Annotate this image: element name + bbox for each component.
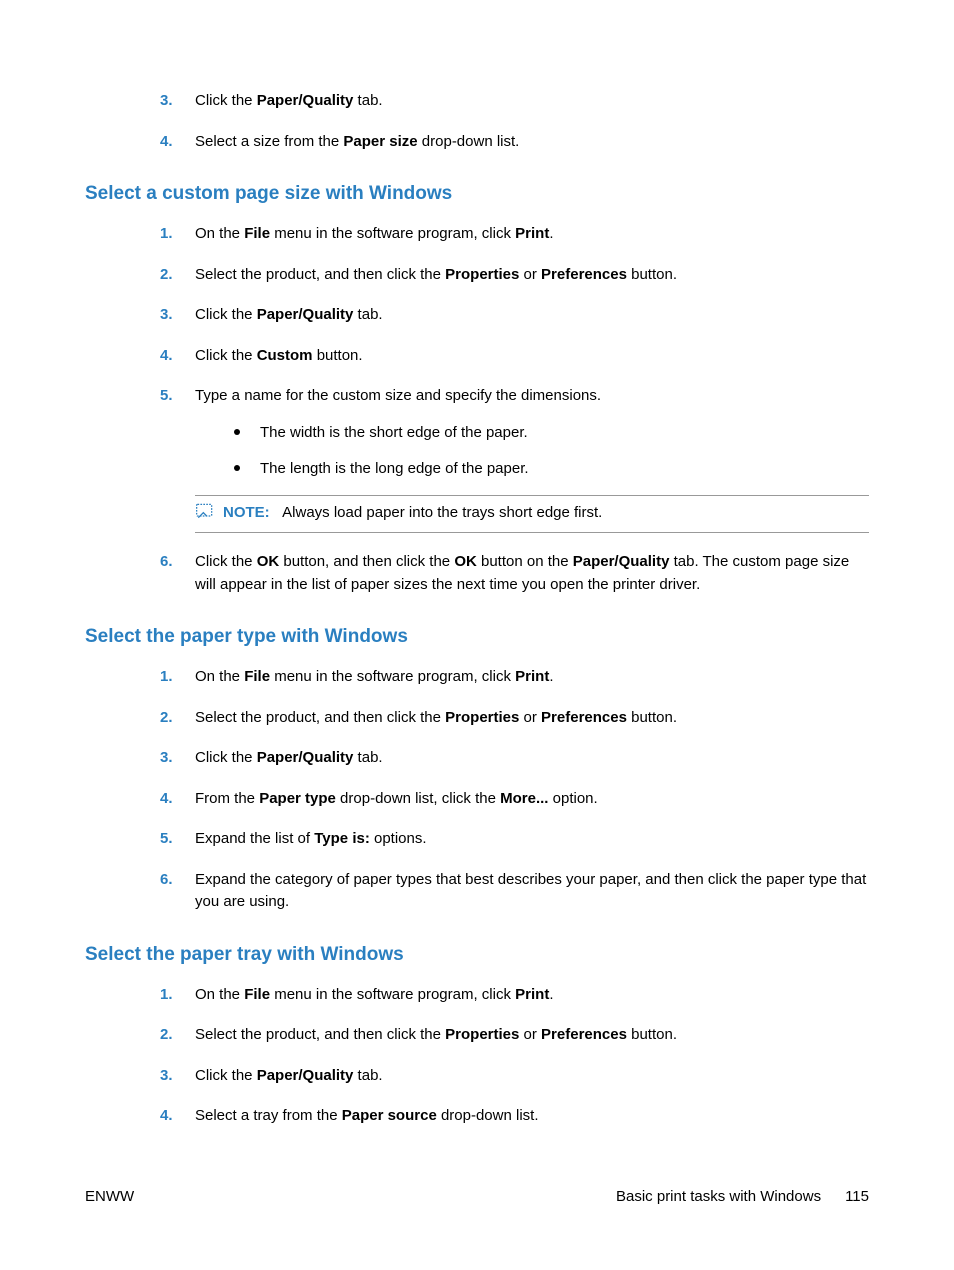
step-text: Type a name for the custom size and spec… <box>195 387 601 404</box>
step-list: 1. On the File menu in the software progr… <box>85 666 869 914</box>
bold-term: More... <box>500 790 548 807</box>
step-item: 4. Select a size from the Paper size drop… <box>160 131 869 154</box>
step-item: 6. Expand the category of paper types tha… <box>160 869 869 914</box>
bold-term: Properties <box>445 709 519 726</box>
bullet-item: The width is the short edge of the paper… <box>230 422 869 445</box>
step-item: 3. Click the Paper/Quality tab. <box>160 90 869 113</box>
step-number: 5. <box>160 385 173 408</box>
step-item: 5. Type a name for the custom size and sp… <box>160 385 869 533</box>
note-box: NOTE: Always load paper into the trays s… <box>195 495 869 534</box>
step-text: On the File menu in the software program… <box>195 225 554 242</box>
step-item: 2. Select the product, and then click the… <box>160 264 869 287</box>
bold-term: Preferences <box>541 266 627 283</box>
footer-page-number: 115 <box>845 1188 869 1205</box>
sections-container: Select a custom page size with Windows 1.… <box>85 183 869 1128</box>
section-heading: Select a custom page size with Windows <box>85 183 869 205</box>
step-item: 5. Expand the list of Type is: options. <box>160 828 869 851</box>
step-item: 2. Select the product, and then click the… <box>160 1024 869 1047</box>
continued-step-list: 3. Click the Paper/Quality tab. 4. Select a… <box>85 90 869 153</box>
step-number: 4. <box>160 788 173 811</box>
step-text: Click the OK button, and then click the … <box>195 553 849 593</box>
footer-left: ENWW <box>85 1188 134 1205</box>
note-icon <box>195 502 215 520</box>
section-heading: Select the paper type with Windows <box>85 626 869 648</box>
bold-term: File <box>244 668 270 685</box>
step-item: 4. Click the Custom button. <box>160 345 869 368</box>
bold-term: Type is: <box>314 830 370 847</box>
bold-term: Paper/Quality <box>257 749 354 766</box>
bold-term: Properties <box>445 266 519 283</box>
step-number: 1. <box>160 223 173 246</box>
step-text: Select the product, and then click the P… <box>195 709 677 726</box>
bold-term: Paper/Quality <box>257 1067 354 1084</box>
step-item: 4. From the Paper type drop-down list, cl… <box>160 788 869 811</box>
bold-term: Paper/Quality <box>257 306 354 323</box>
step-text: Click the Paper/Quality tab. <box>195 749 383 766</box>
bold-term: Print <box>515 986 549 1003</box>
step-number: 4. <box>160 131 173 154</box>
bold-term: Print <box>515 225 549 242</box>
step-text: From the Paper type drop-down list, clic… <box>195 790 598 807</box>
bold-term: Paper/Quality <box>257 92 354 109</box>
step-item: 3. Click the Paper/Quality tab. <box>160 1065 869 1088</box>
step-item: 1. On the File menu in the software progr… <box>160 984 869 1007</box>
step-text: Select the product, and then click the P… <box>195 1026 677 1043</box>
step-text: Select a tray from the Paper source drop… <box>195 1107 539 1124</box>
step-number: 2. <box>160 707 173 730</box>
bold-term: Paper source <box>342 1107 437 1124</box>
bold-term: Properties <box>445 1026 519 1043</box>
step-number: 1. <box>160 984 173 1007</box>
sub-bullet-list: The width is the short edge of the paper… <box>195 422 869 481</box>
step-item: 3. Click the Paper/Quality tab. <box>160 304 869 327</box>
bold-term: Preferences <box>541 709 627 726</box>
step-text: Expand the list of Type is: options. <box>195 830 427 847</box>
step-number: 3. <box>160 747 173 770</box>
bold-term: File <box>244 225 270 242</box>
step-text: Click the Custom button. <box>195 347 363 364</box>
bold-term: Paper type <box>259 790 336 807</box>
step-list: 1. On the File menu in the software progr… <box>85 223 869 596</box>
step-number: 2. <box>160 1024 173 1047</box>
page-footer: ENWW Basic print tasks with Windows 115 <box>85 1188 869 1205</box>
step-text: Select the product, and then click the P… <box>195 266 677 283</box>
footer-section-title: Basic print tasks with Windows <box>616 1188 821 1205</box>
step-item: 6. Click the OK button, and then click th… <box>160 551 869 596</box>
step-number: 1. <box>160 666 173 689</box>
note-label: NOTE: <box>223 504 270 521</box>
step-text: On the File menu in the software program… <box>195 668 554 685</box>
bold-term: Custom <box>257 347 313 364</box>
step-text: Select a size from the Paper size drop-d… <box>195 133 519 150</box>
bold-term: OK <box>454 553 477 570</box>
bold-term: Paper size <box>343 133 417 150</box>
step-item: 2. Select the product, and then click the… <box>160 707 869 730</box>
bullet-item: The length is the long edge of the paper… <box>230 458 869 481</box>
step-text: Click the Paper/Quality tab. <box>195 306 383 323</box>
step-text: Click the Paper/Quality tab. <box>195 1067 383 1084</box>
step-number: 3. <box>160 90 173 113</box>
step-list: 1. On the File menu in the software progr… <box>85 984 869 1128</box>
step-text: Click the Paper/Quality tab. <box>195 92 383 109</box>
step-item: 1. On the File menu in the software progr… <box>160 666 869 689</box>
step-number: 3. <box>160 304 173 327</box>
step-number: 6. <box>160 869 173 892</box>
bold-term: OK <box>257 553 280 570</box>
step-number: 2. <box>160 264 173 287</box>
document-page: 3.Click the Paper/Quality tab.4.Select a… <box>0 0 954 1270</box>
step-item: 1. On the File menu in the software progr… <box>160 223 869 246</box>
bold-term: File <box>244 986 270 1003</box>
step-item: 4. Select a tray from the Paper source dr… <box>160 1105 869 1128</box>
step-text: On the File menu in the software program… <box>195 986 554 1003</box>
bold-term: Print <box>515 668 549 685</box>
step-number: 6. <box>160 551 173 574</box>
step-number: 4. <box>160 1105 173 1128</box>
step-number: 3. <box>160 1065 173 1088</box>
bold-term: Preferences <box>541 1026 627 1043</box>
section-heading: Select the paper tray with Windows <box>85 944 869 966</box>
step-text: Expand the category of paper types that … <box>195 871 866 911</box>
note-text: NOTE: Always load paper into the trays s… <box>223 502 602 525</box>
bold-term: Paper/Quality <box>573 553 670 570</box>
step-item: 3. Click the Paper/Quality tab. <box>160 747 869 770</box>
step-number: 5. <box>160 828 173 851</box>
step-number: 4. <box>160 345 173 368</box>
